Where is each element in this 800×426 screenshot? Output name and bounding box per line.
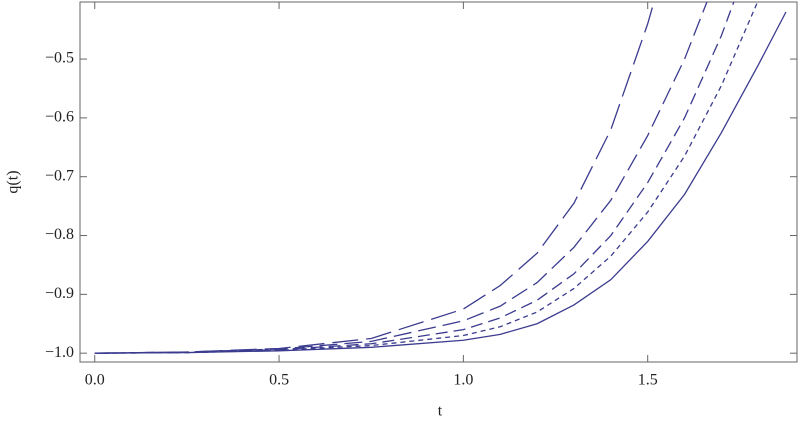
x-tick-label: 0.0 bbox=[85, 372, 105, 389]
y-tick-label: −0.7 bbox=[45, 167, 74, 184]
x-tick-label: 1.5 bbox=[638, 372, 658, 389]
x-tick-label: 0.5 bbox=[269, 372, 289, 389]
curve bbox=[94, 2, 759, 354]
curves bbox=[94, 2, 787, 354]
y-tick-label: −0.5 bbox=[45, 50, 74, 67]
y-tick-label: −0.6 bbox=[45, 109, 74, 126]
x-tick-label: 1.0 bbox=[453, 372, 473, 389]
curve bbox=[94, 2, 735, 354]
plot-frame bbox=[79, 1, 798, 363]
curve bbox=[94, 2, 655, 354]
y-tick-label: −0.9 bbox=[45, 285, 74, 302]
curve bbox=[94, 2, 708, 354]
y-tick-label: −0.8 bbox=[45, 226, 74, 243]
y-axis-label: q(t) bbox=[5, 170, 22, 193]
y-tick-label: −1.0 bbox=[45, 344, 74, 361]
x-axis-label: t bbox=[438, 403, 443, 420]
curve bbox=[94, 11, 787, 354]
